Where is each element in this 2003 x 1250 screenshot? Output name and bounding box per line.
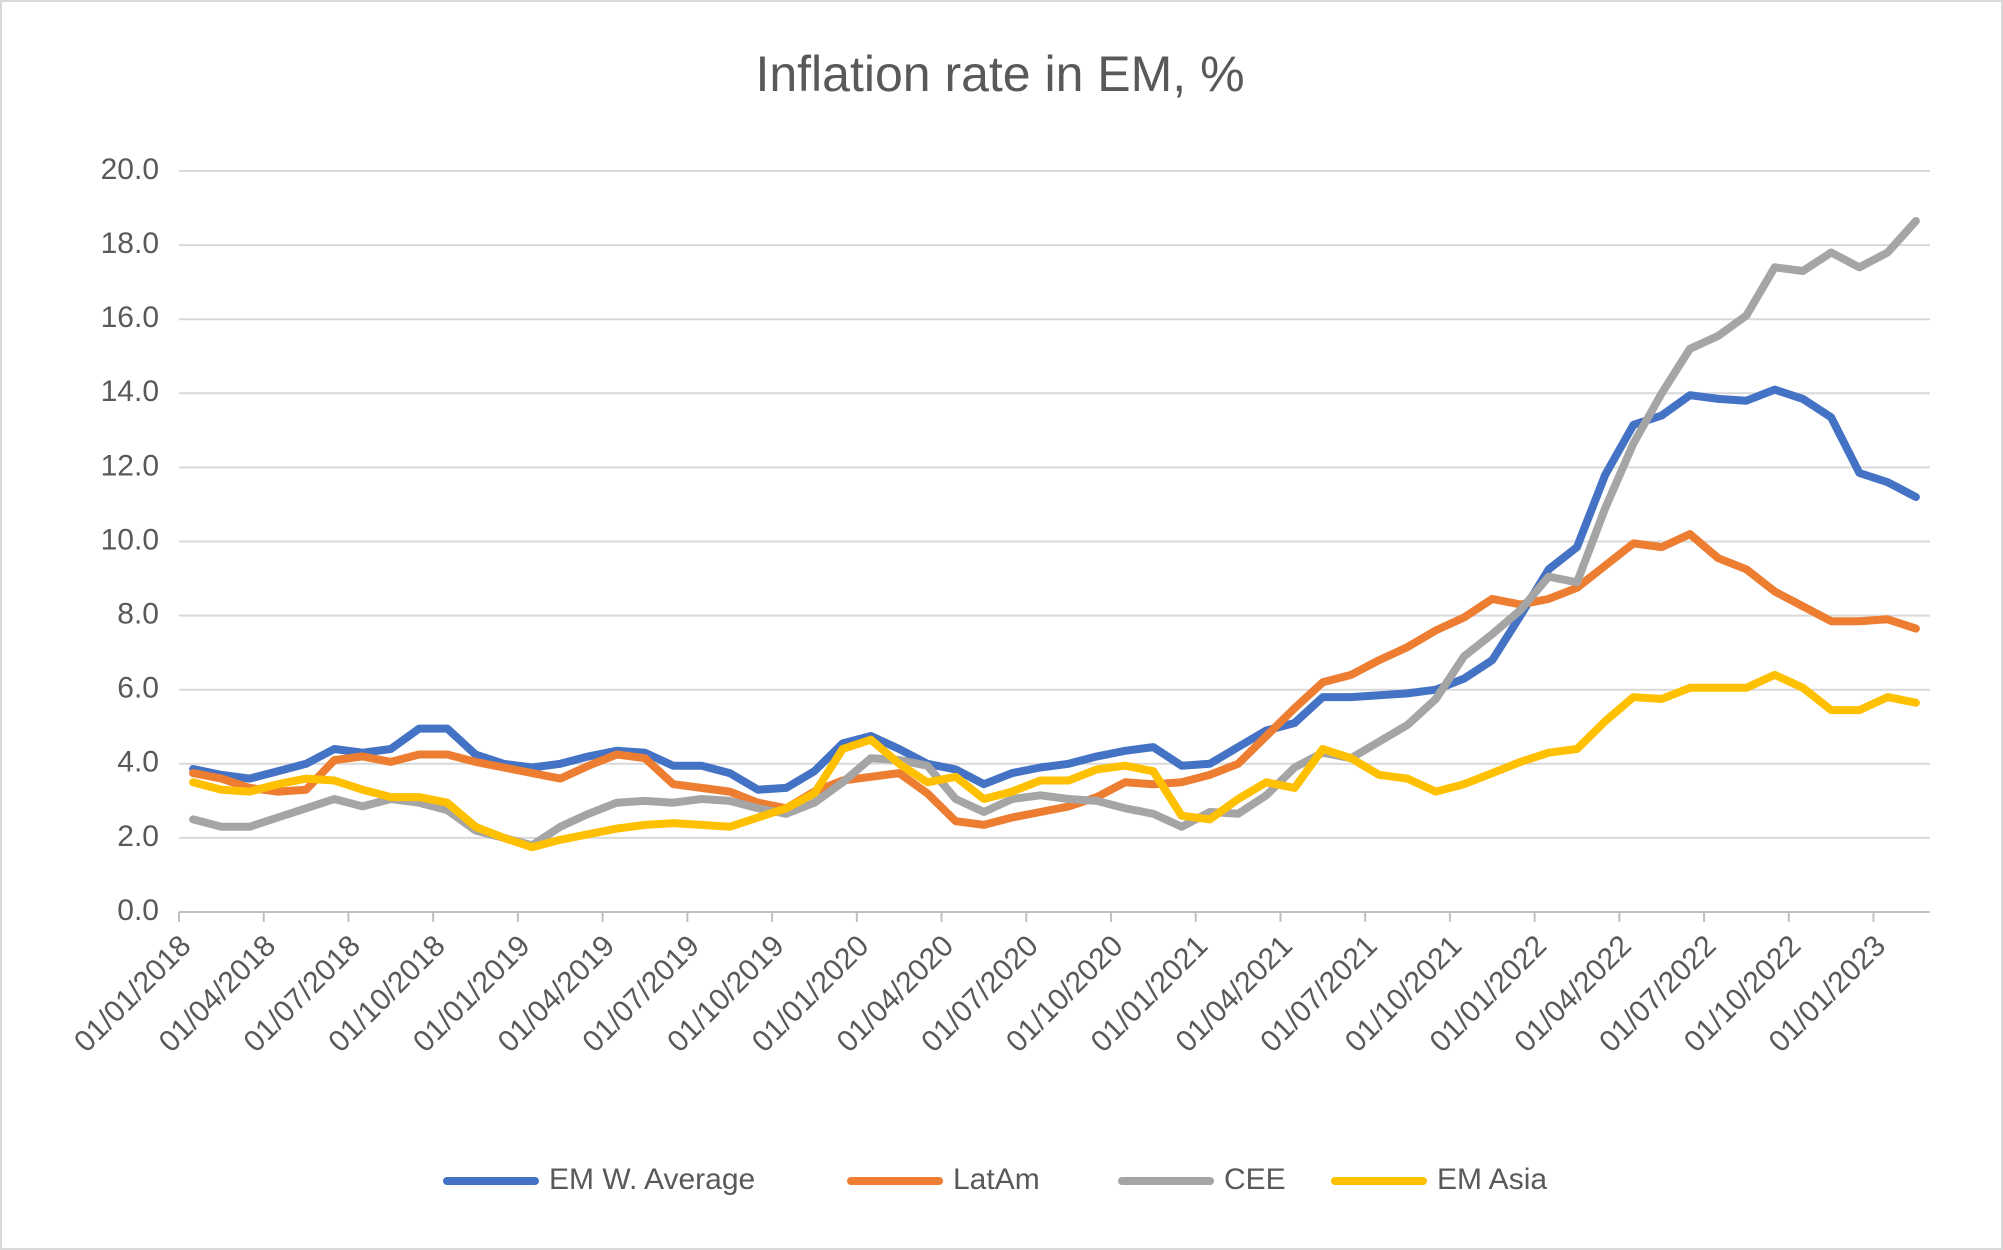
y-tick-label: 2.0	[117, 820, 159, 853]
y-tick-label: 12.0	[101, 449, 159, 482]
legend-label: CEE	[1224, 1163, 1286, 1196]
y-tick-label: 0.0	[117, 894, 159, 927]
series-line	[189, 670, 1920, 852]
legend-label: LatAm	[953, 1163, 1040, 1196]
y-tick-label: 14.0	[101, 375, 159, 408]
legend-label: EM Asia	[1437, 1163, 1547, 1196]
y-tick-label: 18.0	[101, 227, 159, 260]
legend-label: EM W. Average	[549, 1163, 755, 1196]
y-tick-label: 6.0	[117, 672, 159, 705]
y-tick-label: 4.0	[117, 746, 159, 779]
y-tick-label: 10.0	[101, 523, 159, 556]
y-tick-label: 16.0	[101, 301, 159, 334]
series-line	[189, 385, 1920, 794]
chart-title: Inflation rate in EM, %	[755, 46, 1244, 102]
series-line	[189, 530, 1920, 829]
y-tick-label: 8.0	[117, 598, 159, 631]
y-tick-label: 20.0	[101, 153, 159, 186]
